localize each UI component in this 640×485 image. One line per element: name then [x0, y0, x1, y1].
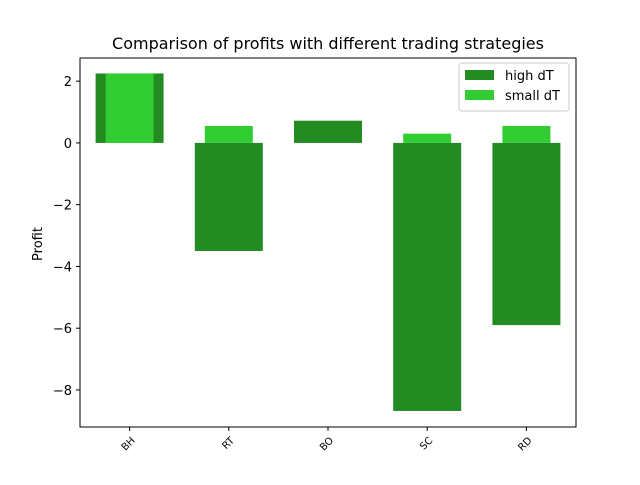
- legend-swatch-high-dt: [465, 70, 494, 80]
- y-axis-label: Profit: [31, 227, 46, 261]
- bar-high-dt-bo: [294, 120, 362, 143]
- chart-title: Comparison of profits with different tra…: [112, 34, 544, 53]
- bar-small-dt-bh: [105, 73, 154, 143]
- y-tick-label: −2: [53, 199, 72, 214]
- legend: high dT small dT: [458, 62, 570, 112]
- bar-high-dt-rd: [492, 142, 561, 326]
- y-tick-label: 2: [64, 75, 72, 90]
- bar-high-dt-sc: [393, 142, 462, 411]
- x-tick-label-sc: SC: [418, 435, 435, 452]
- x-tick-label-rt: RT: [220, 435, 237, 452]
- bar-small-dt-rt: [204, 125, 253, 143]
- y-tick-label: −8: [53, 384, 72, 399]
- x-tick-label-bh: BH: [120, 435, 138, 453]
- y-tick-label: −4: [53, 260, 72, 275]
- legend-label-small-dt: small dT: [505, 89, 560, 104]
- plot-frame: [79, 57, 577, 428]
- bars-group: [95, 73, 561, 411]
- bar-high-dt-rt: [194, 142, 263, 251]
- bar-small-dt-sc: [403, 133, 452, 143]
- ticks-group: 2 0 −2 −4 −6 −8 BH RT BO SC RD: [53, 75, 535, 453]
- x-tick-label-rd: RD: [516, 435, 534, 453]
- bar-small-dt-rd: [502, 125, 551, 143]
- x-tick-label-bo: BO: [318, 435, 336, 453]
- legend-label-high-dt: high dT: [505, 69, 554, 84]
- legend-swatch-small-dt: [465, 90, 494, 100]
- y-tick-label: −6: [53, 322, 72, 337]
- y-tick-label: 0: [64, 137, 72, 152]
